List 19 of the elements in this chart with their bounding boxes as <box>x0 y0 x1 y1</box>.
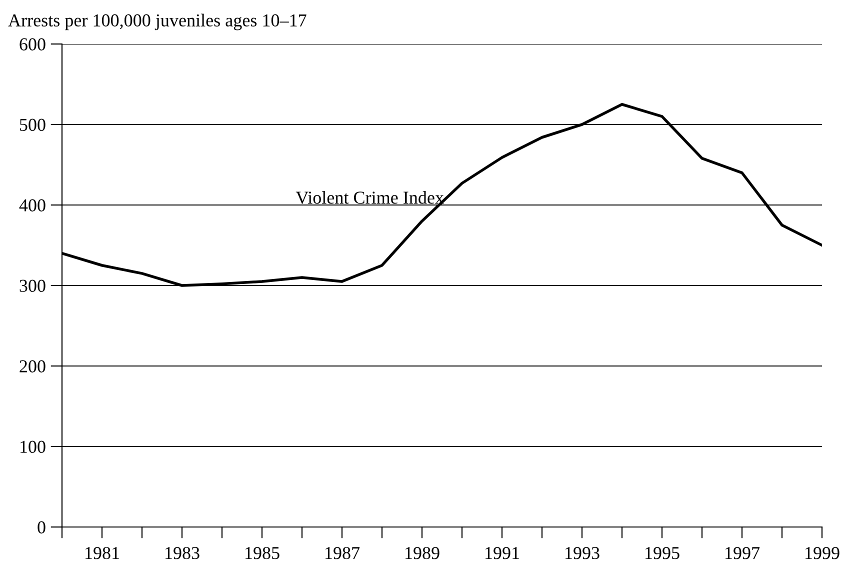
x-tick-label: 1985 <box>246 546 280 560</box>
x-tick-label: 1993 <box>566 547 600 560</box>
y-tick-label: 400 <box>19 199 46 212</box>
y-tick-label: 500 <box>20 118 46 131</box>
series-label: Violent Crime Index <box>296 191 444 204</box>
y-axis-title: Arrests per 100,000 juveniles ages 10–17 <box>8 14 306 30</box>
y-tick-label: 200 <box>20 360 46 372</box>
x-tick-label: 1997 <box>726 547 760 560</box>
x-tick-label: 1995 <box>646 547 680 560</box>
x-tick-label: 1983 <box>166 546 200 560</box>
x-tick-label: 1999 <box>806 547 840 560</box>
x-tick-label: 1989 <box>406 546 440 560</box>
x-tick-label: 1987 <box>326 546 360 560</box>
y-tick-label: 600 <box>20 38 46 50</box>
y-tick-label: 300 <box>20 280 46 292</box>
y-tick-label: 100 <box>20 440 46 453</box>
y-tick-label: 0 <box>38 521 46 534</box>
x-tick-label: 1981 <box>86 546 119 560</box>
x-tick-label: 1991 <box>486 547 519 560</box>
